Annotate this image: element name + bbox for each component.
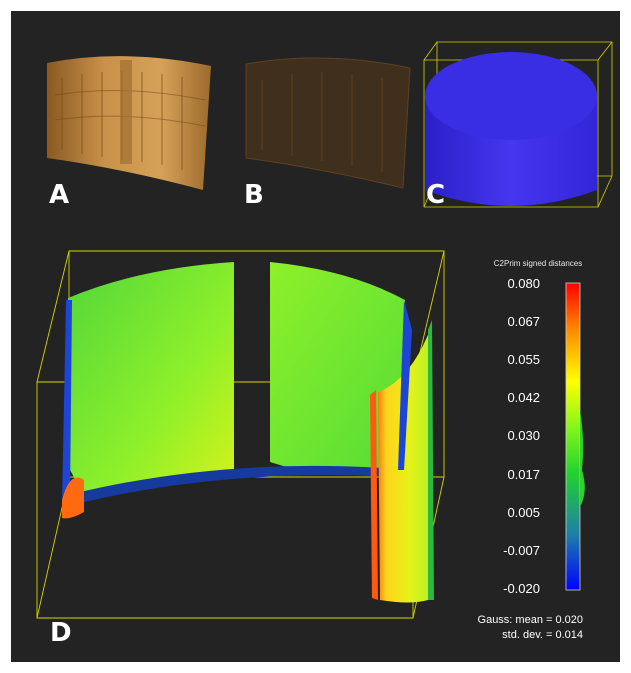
panel-c-label: C <box>426 180 446 210</box>
colorbar-title: C2Prim signed distances <box>493 259 583 268</box>
distance-map-d <box>62 262 434 603</box>
mural-b-render <box>245 57 411 189</box>
colorbar-tick: 0.067 <box>507 314 540 329</box>
cylinder-c-render <box>423 41 613 208</box>
colorbar-tick: 0.005 <box>507 505 540 520</box>
gauss-std-label: std. dev. = 0.014 <box>502 629 583 641</box>
colorbar-tick: 0.080 <box>507 276 540 291</box>
panel-a-label: A <box>49 180 70 210</box>
colorbar-tick: -0.007 <box>503 543 540 558</box>
colorbar-tick: 0.055 <box>507 352 540 367</box>
colorbar-gradient <box>565 282 581 591</box>
panel-b-label: B <box>244 180 264 210</box>
colorbar-tick: 0.042 <box>507 390 540 405</box>
panel-d-label: D <box>50 618 72 648</box>
mural-a-render <box>47 56 211 190</box>
colorbar-tick: -0.020 <box>503 581 540 596</box>
colorbar-histogram <box>580 410 585 505</box>
gauss-mean-label: Gauss: mean = 0.020 <box>477 614 583 626</box>
colorbar-tick: 0.017 <box>507 467 540 482</box>
colorbar-tick: 0.030 <box>507 428 540 443</box>
